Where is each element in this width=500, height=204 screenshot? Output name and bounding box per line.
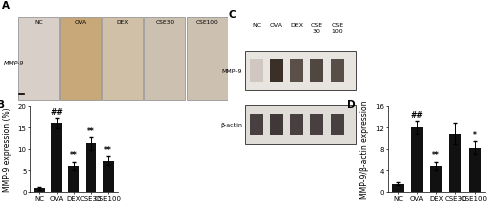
Text: ##: ## bbox=[410, 110, 424, 119]
Bar bbox=[411, 128, 423, 192]
Text: CSE
30: CSE 30 bbox=[310, 23, 322, 34]
Bar bbox=[103, 161, 114, 192]
Text: DEX: DEX bbox=[116, 20, 129, 25]
Bar bbox=[144, 18, 186, 101]
Bar bbox=[51, 123, 62, 192]
Bar bbox=[250, 60, 264, 83]
Text: CSE30: CSE30 bbox=[156, 20, 174, 25]
Bar bbox=[102, 18, 144, 101]
Bar bbox=[60, 18, 101, 101]
Text: MMP-9: MMP-9 bbox=[4, 61, 24, 66]
Text: *: * bbox=[472, 130, 476, 139]
Bar bbox=[392, 184, 404, 192]
Bar bbox=[310, 60, 323, 83]
Text: D: D bbox=[346, 99, 355, 109]
Bar bbox=[244, 52, 356, 91]
Bar bbox=[68, 166, 79, 192]
Bar bbox=[331, 60, 344, 83]
Bar bbox=[250, 114, 264, 135]
Bar bbox=[18, 18, 59, 101]
Text: **: ** bbox=[432, 151, 440, 160]
Text: OVA: OVA bbox=[74, 20, 87, 25]
Text: CSE100: CSE100 bbox=[196, 20, 218, 25]
Text: NC: NC bbox=[252, 23, 261, 28]
Text: MMP-9: MMP-9 bbox=[222, 69, 242, 74]
Bar bbox=[186, 18, 228, 101]
Text: OVA: OVA bbox=[270, 23, 283, 28]
Text: **: ** bbox=[104, 145, 112, 154]
Text: NC: NC bbox=[34, 20, 43, 25]
Y-axis label: MMP-9 expression (%): MMP-9 expression (%) bbox=[3, 107, 12, 191]
Bar bbox=[430, 166, 442, 192]
Bar bbox=[290, 60, 303, 83]
Bar bbox=[331, 114, 344, 135]
Bar bbox=[244, 105, 356, 144]
Bar bbox=[290, 114, 303, 135]
Text: B: B bbox=[0, 99, 5, 109]
Text: ##: ## bbox=[50, 107, 63, 116]
Text: C: C bbox=[229, 10, 236, 20]
Bar bbox=[86, 144, 96, 192]
Text: A: A bbox=[2, 1, 10, 11]
Bar bbox=[450, 134, 462, 192]
Text: β-actin: β-actin bbox=[220, 122, 242, 127]
Bar bbox=[270, 60, 283, 83]
Bar bbox=[270, 114, 283, 135]
Bar bbox=[34, 188, 44, 192]
Bar bbox=[310, 114, 323, 135]
Text: CSE
100: CSE 100 bbox=[332, 23, 344, 34]
Bar bbox=[468, 148, 480, 192]
Y-axis label: MMP-9/β-actin expression: MMP-9/β-actin expression bbox=[360, 100, 370, 198]
Text: **: ** bbox=[70, 151, 78, 160]
Text: **: ** bbox=[87, 126, 95, 135]
Text: DEX: DEX bbox=[290, 23, 303, 28]
